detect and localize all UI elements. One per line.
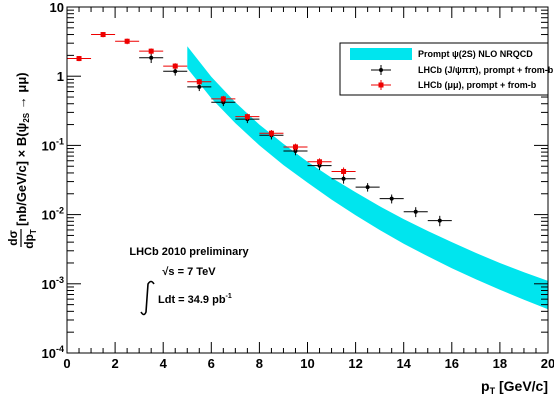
data-point-jpsipipi [427,215,452,227]
data-point-jpsipipi [355,183,380,192]
x-axis-title-main: p [481,378,490,394]
data-point-mumu [139,48,164,55]
y-axis-title-frac-num: dσ [6,230,20,246]
data-point-mumu [163,63,188,70]
y-axis-title-tail: → μμ) [14,72,29,112]
x-tick-label: 10 [300,356,314,371]
x-tick-label: 6 [208,356,215,371]
svg-text:√s = 7 TeV: √s = 7 TeV [162,266,216,278]
ticks-layer [66,7,549,354]
legend-entry-red: LHCb (μμ), prompt + from-b [418,80,537,90]
annotation-lumi: Ldt = 34.9 pb [158,294,226,306]
annotation-sqrt-s: √s [162,266,174,278]
annotation: LHCb 2010 preliminary √s = 7 TeV Ldt = 3… [129,246,249,316]
x-tick-label: 16 [445,356,459,371]
y-axis-title-frac-den-sub: T [29,229,38,234]
theory-band [187,46,548,310]
legend-entry-band: Prompt ψ(2S) NLO NRQCD [418,49,533,59]
annotation-line2: √s = 7 TeV [162,266,216,278]
x-tick-label: 0 [63,356,70,371]
data-point-mumu [235,113,260,121]
y-axis-title-frac-den-main: dp [22,234,36,249]
x-axis-title-unit: [GeV/c] [495,378,548,394]
band-layer [187,46,548,310]
data-point-mumu [187,79,212,85]
y-tick-label: 10-1 [42,136,64,153]
data-point-mumu [283,143,308,151]
data-point-mumu [91,32,116,38]
y-tick-label: 10-2 [42,206,64,223]
annotation-line1: LHCb 2010 preliminary [129,246,249,258]
y-axis-title: dσ dpT [nb/GeV/c] × B(ψ2S → μμ) [6,72,38,248]
data-point-mumu [211,95,236,103]
data-point-mumu [307,158,332,166]
x-tick-label: 4 [160,356,168,371]
x-tick-labels: 0 2 4 6 8 10 12 14 16 18 20 [63,356,554,371]
x-tick-label: 14 [396,356,411,371]
svg-text:Ldt = 34.9 pb-1: Ldt = 34.9 pb-1 [158,293,232,306]
y-axis-title-frac-den: dpT [22,229,38,249]
y-axis-title-rest: [nb/GeV/c] × B(ψ2S → μμ) [14,72,31,226]
data-point-mumu [331,167,356,177]
y-tick-label: 10-3 [42,275,64,292]
data-point-mumu [259,129,284,137]
data-point-jpsipipi [139,53,164,64]
points-layer [67,32,452,227]
y-axis-title-rest-sub: 2S [22,112,31,122]
legend-entry-black: LHCb (J/ψππ), prompt + from-b [418,65,554,75]
integral-sign-icon [140,280,155,316]
x-tick-label: 2 [111,356,118,371]
annotation-energy: = 7 TeV [175,266,217,278]
data-point-mumu [115,38,140,45]
annotation-line3: Ldt = 34.9 pb-1 [140,280,232,316]
y-tick-labels: 10-4 10-3 10-2 10-1 1 10 [42,0,64,361]
x-tick-label: 8 [256,356,263,371]
y-tick-label: 10-4 [42,344,64,361]
legend-marker-black [371,65,391,75]
y-tick-label: 10 [50,0,64,15]
data-point-mumu [67,56,92,62]
x-axis-title: pT [GeV/c] [481,378,548,396]
legend-marker-red [371,80,391,90]
y-tick-label: 1 [57,69,64,84]
data-point-jpsipipi [403,207,428,218]
data-point-jpsipipi [163,67,188,76]
annotation-lumi-exp: -1 [226,293,232,300]
y-axis-title-rest-main: [nb/GeV/c] × B(ψ [14,123,29,226]
legend: Prompt ψ(2S) NLO NRQCD LHCb (J/ψππ), pro… [339,42,554,96]
x-axis-title-sub: T [490,386,496,396]
x-tick-label: 20 [541,356,554,371]
legend-band-swatch [350,48,412,60]
data-point-jpsipipi [379,194,404,204]
x-tick-label: 18 [493,356,507,371]
x-tick-label: 12 [348,356,362,371]
